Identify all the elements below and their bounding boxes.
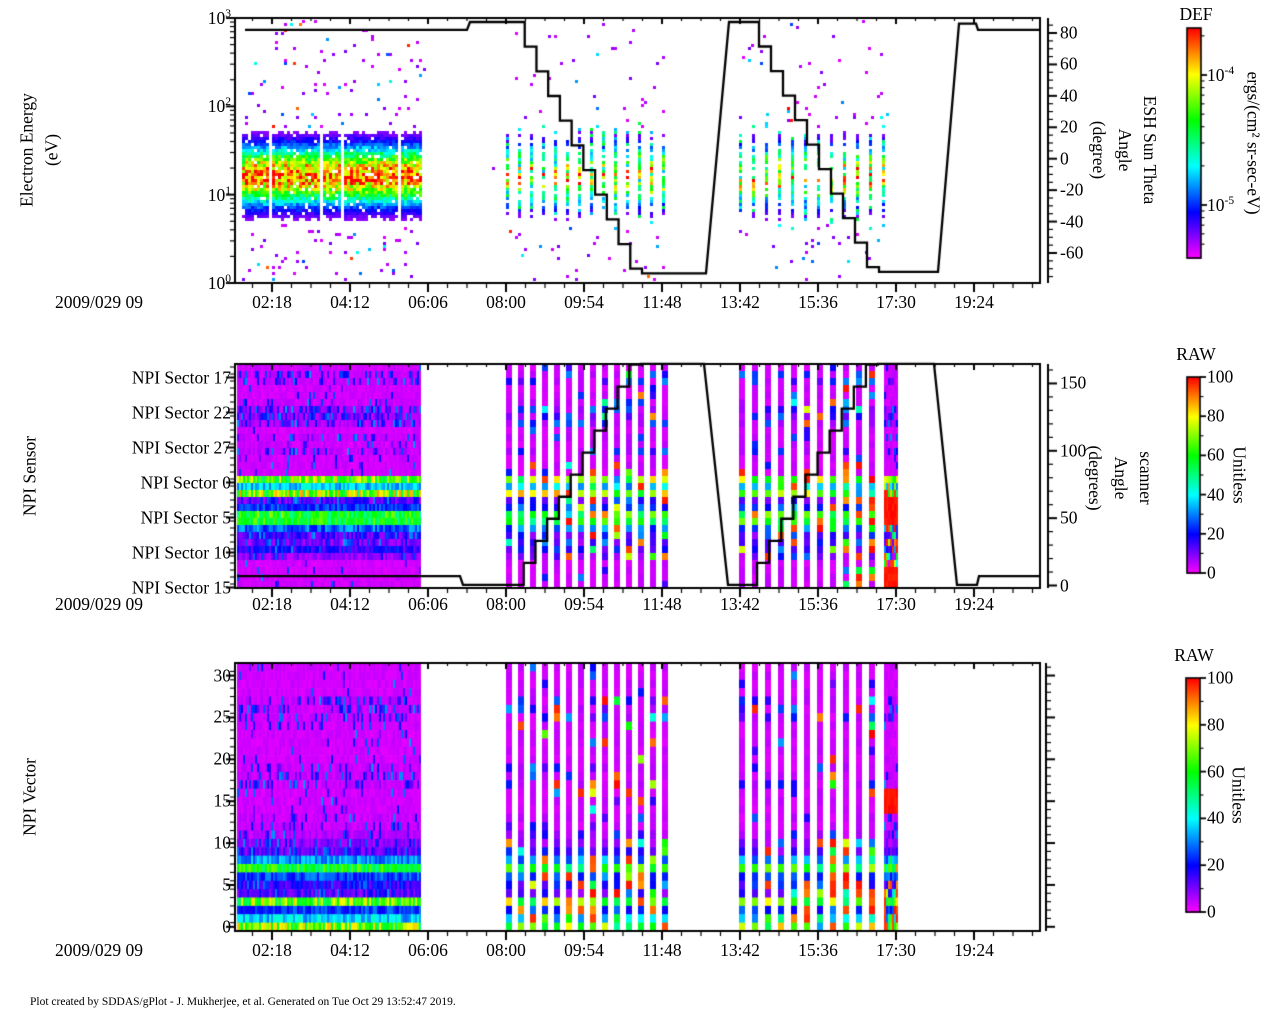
colorbar-tick-label: 100 — [1207, 667, 1234, 688]
y-tick-label-vector: 10 — [213, 832, 232, 853]
date-label-panel3: 2009/029 09 — [55, 940, 143, 960]
colorbar1-title: DEF — [1179, 4, 1213, 24]
scanner-tick-label: 100 — [1060, 440, 1087, 461]
y-tick-label-sector: NPI Sector 10 — [131, 541, 231, 562]
x-tick-label: 13:42 — [720, 292, 760, 312]
colorbar-tick-label: 40 — [1207, 483, 1225, 504]
x-tick-label: 11:48 — [642, 594, 682, 614]
x-tick-label: 09:54 — [564, 594, 604, 614]
x-tick-label: 09:54 — [564, 940, 604, 960]
colorbar-tick-label: 100 — [1207, 366, 1234, 387]
colorbar2-title: RAW — [1176, 344, 1216, 364]
x-tick-label: 02:18 — [252, 594, 292, 614]
panel1-axis-title: Electron Energy (eV) — [16, 93, 62, 207]
colorbar1-tick-label: 10-4 — [1207, 64, 1235, 85]
y-tick-label-sector: NPI Sector 0 — [140, 471, 231, 492]
colorbar1-tick-label: 10-5 — [1207, 194, 1235, 215]
x-tick-label: 06:06 — [408, 594, 448, 614]
scanner-axis-title: scanner Angle (degrees) — [1085, 445, 1157, 511]
x-tick-label: 19:24 — [954, 940, 994, 960]
theta-axis-title: ESH Sun Theta Angle (degree) — [1089, 95, 1161, 205]
colorbar-tick-label: 20 — [1207, 523, 1225, 544]
x-tick-label: 11:48 — [642, 940, 682, 960]
colorbar-tick-label: 80 — [1207, 714, 1225, 735]
x-tick-label: 06:06 — [408, 940, 448, 960]
y-tick-label-vector: 15 — [213, 790, 232, 811]
colorbar3-title: RAW — [1174, 645, 1214, 665]
x-tick-label: 15:36 — [798, 292, 838, 312]
date-label-panel2: 2009/029 09 — [55, 594, 143, 614]
x-tick-label: 09:54 — [564, 292, 604, 312]
theta-tick-label: 60 — [1060, 53, 1078, 74]
colorbar-tick-label: 80 — [1207, 405, 1225, 426]
scanner-tick-label: 0 — [1060, 574, 1069, 595]
x-tick-label: 11:48 — [642, 292, 682, 312]
x-tick-label: 04:12 — [330, 292, 370, 312]
colorbar2-unit-label: Unitless — [1229, 446, 1250, 504]
x-tick-label: 15:36 — [798, 940, 838, 960]
theta-tick-label: -40 — [1060, 210, 1084, 231]
colorbar-tick-label: 0 — [1207, 562, 1216, 583]
y-tick-label-energy: 103 — [207, 7, 231, 28]
x-tick-label: 08:00 — [486, 292, 526, 312]
y-tick-label-energy: 102 — [207, 96, 231, 117]
y-tick-label-sector: NPI Sector 17 — [131, 366, 231, 387]
y-tick-label-sector: NPI Sector 15 — [131, 576, 231, 597]
panel3-axis-title: NPI Vector — [19, 758, 40, 836]
theta-tick-label: 80 — [1060, 22, 1078, 43]
date-label-panel1: 2009/029 09 — [55, 292, 143, 312]
theta-tick-label: 40 — [1060, 85, 1078, 106]
x-tick-label: 17:30 — [876, 940, 916, 960]
y-tick-label-sector: NPI Sector 27 — [131, 436, 231, 457]
y-tick-label-sector: NPI Sector 22 — [131, 401, 231, 422]
theta-tick-label: 0 — [1060, 148, 1069, 169]
footer-credit: Plot created by SDDAS/gPlot - J. Mukherj… — [30, 996, 456, 1008]
y-tick-label-vector: 20 — [213, 748, 232, 769]
scanner-tick-label: 50 — [1060, 507, 1078, 528]
x-tick-label: 19:24 — [954, 594, 994, 614]
colorbar-tick-label: 60 — [1207, 444, 1225, 465]
colorbar-tick-label: 60 — [1207, 760, 1225, 781]
panel2-axis-title: NPI Sensor — [19, 435, 40, 517]
x-tick-label: 02:18 — [252, 940, 292, 960]
x-tick-label: 04:12 — [330, 594, 370, 614]
y-tick-label-vector: 5 — [222, 874, 231, 895]
y-tick-label-energy: 100 — [207, 272, 231, 293]
y-tick-label-vector: 25 — [213, 706, 232, 727]
y-tick-label-sector: NPI Sector 5 — [140, 506, 231, 527]
x-tick-label: 13:42 — [720, 940, 760, 960]
theta-tick-label: 20 — [1060, 116, 1078, 137]
y-tick-label-vector: 30 — [213, 664, 232, 685]
x-tick-label: 06:06 — [408, 292, 448, 312]
scanner-tick-label: 150 — [1060, 372, 1087, 393]
colorbar3-unit-label: Unitless — [1228, 766, 1249, 824]
colorbar-tick-label: 20 — [1207, 854, 1225, 875]
y-tick-label-energy: 101 — [207, 184, 231, 205]
x-tick-label: 08:00 — [486, 940, 526, 960]
theta-tick-label: -60 — [1060, 242, 1084, 263]
x-tick-label: 15:36 — [798, 594, 838, 614]
y-tick-label-vector: 0 — [222, 916, 231, 937]
x-tick-label: 13:42 — [720, 594, 760, 614]
theta-tick-label: -20 — [1060, 179, 1084, 200]
colorbar-tick-label: 40 — [1207, 807, 1225, 828]
x-tick-label: 02:18 — [252, 292, 292, 312]
x-tick-label: 19:24 — [954, 292, 994, 312]
x-tick-label: 04:12 — [330, 940, 370, 960]
colorbar1-unit-label: ergs/(cm² sr-sec-eV) — [1243, 71, 1264, 215]
x-tick-label: 17:30 — [876, 292, 916, 312]
x-tick-label: 08:00 — [486, 594, 526, 614]
x-tick-label: 17:30 — [876, 594, 916, 614]
colorbar-tick-label: 0 — [1207, 901, 1216, 922]
